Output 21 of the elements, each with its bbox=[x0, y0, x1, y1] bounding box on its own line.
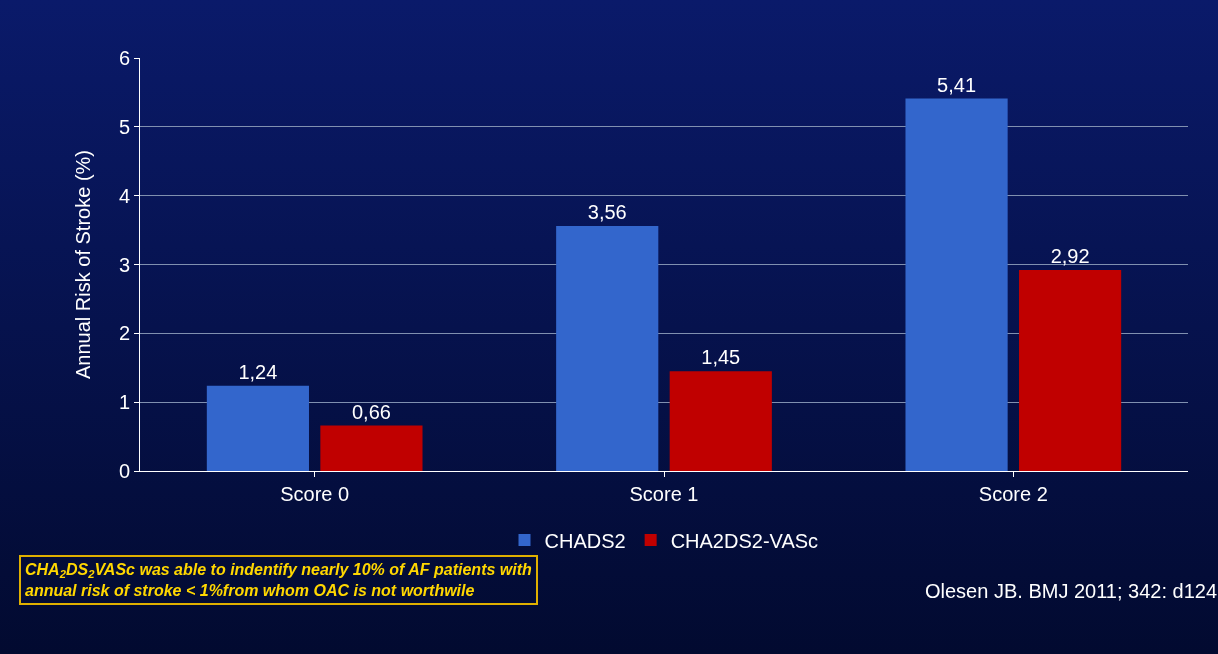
data-label: 1,24 bbox=[238, 360, 278, 383]
legend-label: CHA2DS2-VASc bbox=[670, 529, 819, 552]
text: CHA$_{2}$DS$_{2}$VASc was able to indentify nearly 10% of AF patients with annual risk of stroke < 1%from whom OAC is not worthwile bbox=[25, 561, 533, 599]
legend-label: CHADS2 bbox=[544, 529, 626, 552]
y-tick-label: 4 bbox=[118, 184, 130, 207]
y-tick-label: 3 bbox=[118, 253, 130, 276]
y-axis-title: Annual Risk of Stroke (%) bbox=[72, 150, 94, 379]
data-label: 1,45 bbox=[701, 346, 741, 369]
y-tick-label: 5 bbox=[118, 115, 130, 138]
y-tick-label: 0 bbox=[118, 460, 130, 482]
y-tick-label: 1 bbox=[118, 391, 130, 414]
y-tick-label: 6 bbox=[118, 47, 130, 69]
data-label: 5,41 bbox=[937, 73, 977, 96]
data-label: 0,66 bbox=[351, 400, 391, 423]
data-label: 2,92 bbox=[1050, 245, 1090, 268]
x-tick-label: Score 0 bbox=[280, 483, 350, 505]
text: Olesen JB. BMJ 2011; 342: d124 bbox=[925, 580, 1218, 602]
data-label: 3,56 bbox=[587, 200, 627, 223]
x-tick-label: Score 2 bbox=[978, 483, 1048, 505]
y-tick-label: 2 bbox=[118, 322, 130, 345]
x-tick-label: Score 1 bbox=[629, 483, 699, 505]
